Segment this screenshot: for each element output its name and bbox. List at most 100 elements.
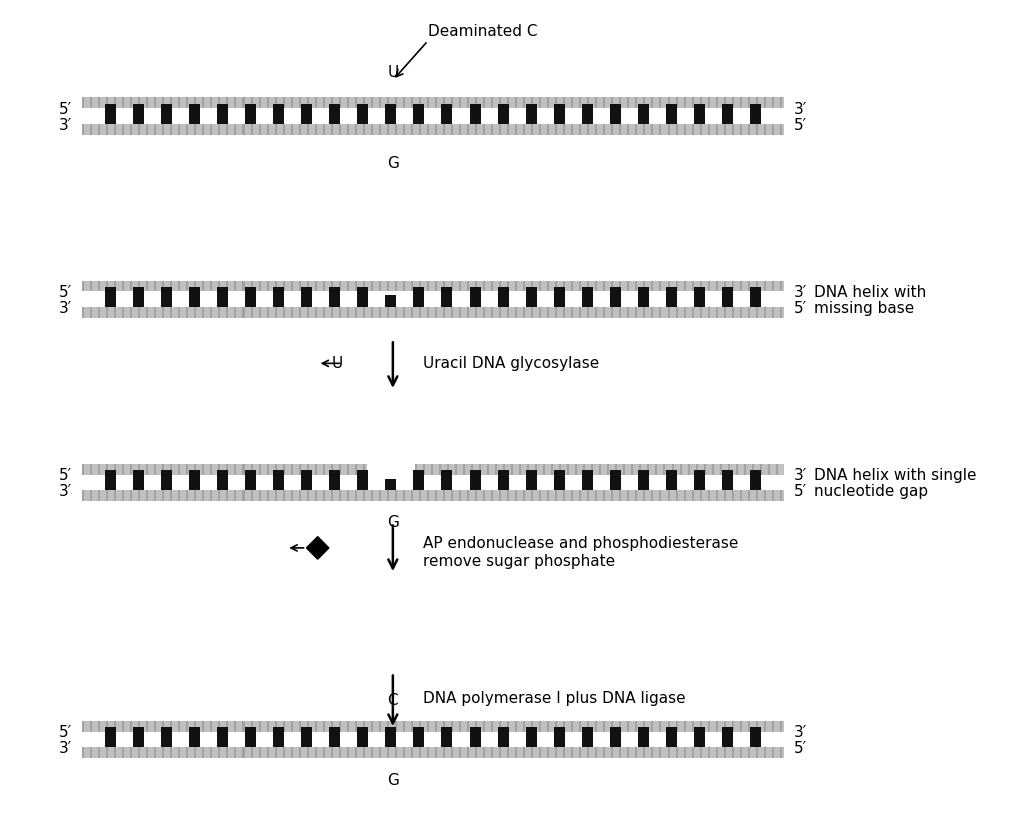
Bar — [470, 736, 480, 747]
Bar — [470, 478, 480, 490]
Bar — [716, 308, 718, 318]
Bar — [419, 747, 421, 758]
Bar — [638, 112, 649, 124]
Bar — [580, 747, 582, 758]
Bar — [188, 470, 200, 482]
Bar — [357, 104, 369, 116]
Bar — [203, 308, 205, 318]
Bar — [402, 124, 404, 135]
Bar — [411, 747, 413, 758]
Bar — [331, 281, 333, 292]
Bar — [722, 736, 733, 747]
Bar — [273, 478, 284, 490]
Bar — [643, 721, 645, 732]
Bar — [666, 470, 677, 482]
Bar — [722, 287, 733, 298]
Bar — [499, 308, 501, 318]
Bar — [82, 124, 783, 135]
Bar — [498, 478, 509, 490]
Bar — [651, 281, 653, 292]
Bar — [523, 124, 525, 135]
Bar — [475, 124, 477, 135]
Bar — [115, 308, 116, 318]
Bar — [563, 308, 565, 318]
Bar — [555, 747, 557, 758]
Bar — [659, 124, 662, 135]
Bar — [98, 308, 100, 318]
Bar — [226, 490, 228, 501]
Bar — [218, 463, 220, 474]
Bar — [470, 470, 480, 482]
Bar — [419, 308, 421, 318]
Bar — [779, 308, 781, 318]
Bar — [306, 747, 308, 758]
Bar — [210, 721, 212, 732]
Bar — [772, 721, 774, 732]
Bar — [499, 97, 501, 108]
Bar — [708, 97, 710, 108]
Bar — [314, 124, 316, 135]
Bar — [210, 308, 212, 318]
Bar — [339, 721, 341, 732]
Bar — [554, 112, 565, 124]
Bar — [599, 463, 601, 474]
Bar — [739, 490, 741, 501]
Bar — [331, 463, 333, 474]
Bar — [291, 490, 293, 501]
Bar — [329, 287, 340, 298]
Bar — [299, 747, 301, 758]
Bar — [226, 463, 228, 474]
Bar — [475, 308, 477, 318]
Bar — [98, 463, 100, 474]
Bar — [772, 308, 774, 318]
Bar — [470, 112, 480, 124]
Bar — [146, 747, 148, 758]
Bar — [441, 296, 453, 308]
Bar — [98, 747, 100, 758]
Bar — [595, 721, 597, 732]
Bar — [471, 463, 473, 474]
Bar — [724, 490, 726, 501]
Bar — [525, 287, 537, 298]
Bar — [722, 296, 733, 308]
Bar — [306, 721, 308, 732]
Bar — [716, 281, 718, 292]
Bar — [301, 296, 312, 308]
Bar — [217, 727, 228, 738]
Bar — [563, 124, 565, 135]
Bar — [668, 281, 670, 292]
Bar — [643, 747, 645, 758]
Bar — [217, 470, 228, 482]
Bar — [716, 97, 718, 108]
Bar — [752, 463, 754, 474]
Bar — [299, 124, 301, 135]
Bar — [756, 747, 758, 758]
Bar — [431, 463, 433, 474]
Bar — [611, 281, 613, 292]
Bar — [306, 308, 308, 318]
Text: G: G — [387, 156, 398, 171]
Bar — [435, 747, 437, 758]
Bar — [451, 308, 453, 318]
Bar — [708, 721, 710, 732]
Bar — [161, 478, 172, 490]
Bar — [610, 104, 621, 116]
Bar — [178, 463, 180, 474]
Bar — [186, 490, 188, 501]
Bar — [760, 463, 762, 474]
Bar — [668, 747, 670, 758]
Bar — [699, 281, 701, 292]
Bar — [82, 721, 783, 732]
Bar — [195, 97, 197, 108]
Bar — [603, 124, 605, 135]
Bar — [467, 721, 469, 732]
Bar — [203, 463, 205, 474]
Bar — [314, 721, 316, 732]
Bar — [498, 287, 509, 298]
Bar — [498, 736, 509, 747]
Bar — [603, 721, 605, 732]
Bar — [779, 281, 781, 292]
Bar — [554, 104, 565, 116]
Bar — [540, 747, 542, 758]
Bar — [371, 124, 373, 135]
